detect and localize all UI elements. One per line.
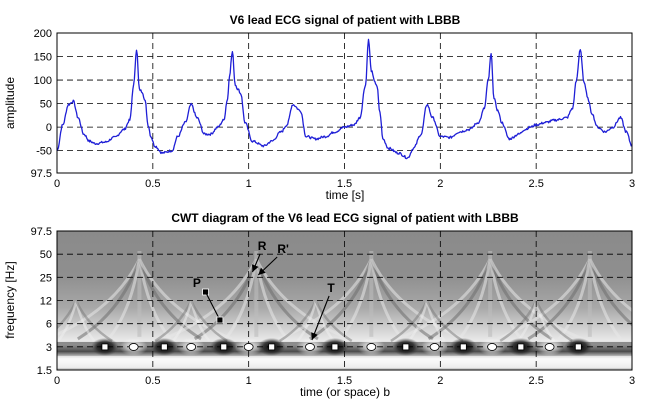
- cwt-y-tick-label: 25: [40, 272, 52, 284]
- cwt-y-tick-label: 12: [40, 296, 52, 308]
- cwt-ellipse-marker: [244, 343, 253, 350]
- cwt-y-tick-label: 6: [46, 319, 52, 331]
- cwt-square-marker: [518, 344, 524, 350]
- cwt-ellipse-marker: [367, 343, 376, 350]
- cwt-y-tick-label: 3: [46, 342, 52, 354]
- cwt-annotation-label: R': [277, 242, 289, 256]
- cwt-ellipse-marker: [488, 343, 497, 350]
- ecg-y-tick-label: 200: [34, 28, 52, 40]
- cwt-y-tick-label: 50: [40, 249, 52, 261]
- ecg-chart: V6 lead ECG signal of patient with LBBB …: [3, 13, 635, 202]
- ecg-x-tick-label: 1: [246, 178, 252, 190]
- ecg-x-tick-label: 0.5: [145, 178, 160, 190]
- cwt-square-marker: [102, 344, 108, 350]
- cwt-p-marker: [217, 317, 223, 323]
- cwt-square-marker: [403, 344, 409, 350]
- ecg-y-ticks: 200 150 100 50 0 -50 97.5: [31, 28, 52, 180]
- cwt-ellipse-marker: [430, 343, 439, 350]
- ecg-x-tick-label: 2.5: [529, 178, 544, 190]
- ecg-y-tick-label: 50: [40, 99, 52, 111]
- cwt-square-marker: [332, 344, 338, 350]
- cwt-square-marker: [269, 344, 275, 350]
- cwt-annotation-label: R: [258, 239, 267, 253]
- cwt-annotation-label: T: [327, 281, 335, 295]
- ecg-y-tick-label: -50: [36, 146, 52, 158]
- cwt-y-ticks: 97.5 50 25 12 6 3 1.5: [31, 226, 52, 377]
- ecg-ylabel: amplitude: [3, 77, 17, 129]
- cwt-square-marker: [575, 344, 581, 350]
- cwt-y-tick-label: 97.5: [31, 226, 52, 238]
- cwt-x-tick-label: 1: [246, 375, 252, 387]
- cwt-y-tick-label: 1.5: [37, 365, 52, 377]
- cwt-ellipse-marker: [545, 343, 554, 350]
- ecg-x-tick-label: 0: [54, 178, 60, 190]
- cwt-ellipse-marker: [187, 343, 196, 350]
- cwt-xlabel: time (or space) b: [300, 385, 390, 399]
- ecg-title: V6 lead ECG signal of patient with LBBB: [230, 13, 461, 27]
- ecg-y-tick-label: 0: [46, 122, 52, 134]
- cwt-square-marker: [161, 344, 167, 350]
- cwt-square-marker: [221, 344, 227, 350]
- cwt-x-tick-label: 2.5: [529, 375, 544, 387]
- ecg-y-tick-label: 100: [34, 75, 52, 87]
- cwt-x-tick-label: 2: [437, 375, 443, 387]
- cwt-chart: CWT diagram of the V6 lead ECG signal of…: [3, 211, 645, 399]
- ecg-x-tick-label: 3: [629, 178, 635, 190]
- cwt-x-tick-label: 0: [54, 375, 60, 387]
- cwt-ellipse-marker: [306, 343, 315, 350]
- cwt-ylabel: frequency [Hz]: [3, 261, 17, 338]
- cwt-annotation-label: P: [193, 276, 201, 290]
- ecg-y-tick-label: 97.5: [31, 168, 52, 180]
- ecg-x-tick-label: 2: [437, 178, 443, 190]
- ecg-y-tick-label: 150: [34, 52, 52, 64]
- cwt-x-tick-label: 3: [629, 375, 635, 387]
- ecg-xlabel: time [s]: [326, 188, 365, 202]
- cwt-ellipse-marker: [129, 343, 138, 350]
- cwt-square-marker: [460, 344, 466, 350]
- cwt-x-tick-label: 0.5: [145, 375, 160, 387]
- cwt-title: CWT diagram of the V6 lead ECG signal of…: [171, 211, 519, 225]
